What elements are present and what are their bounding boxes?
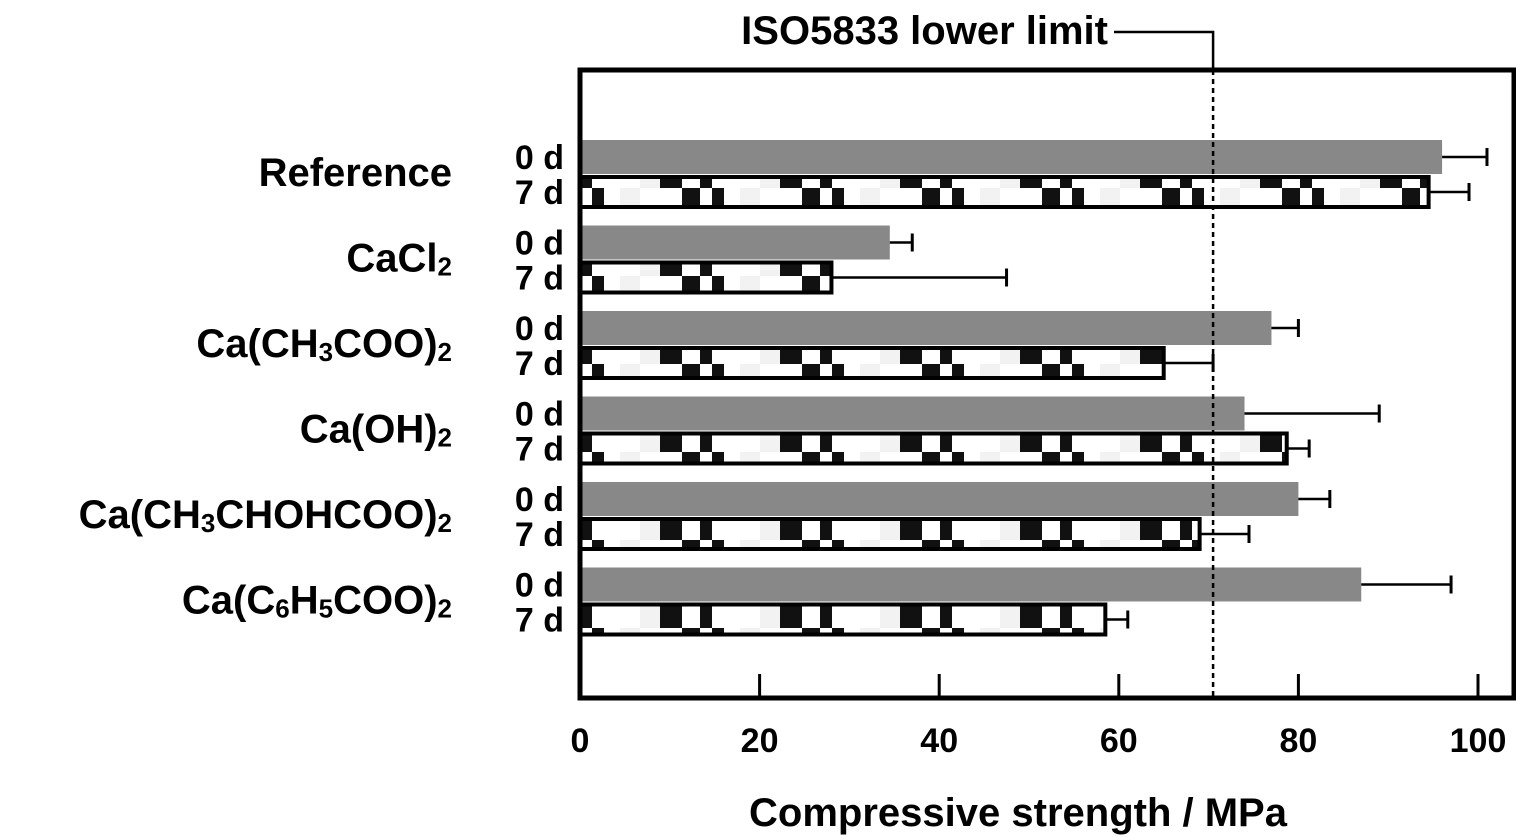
category-label-acetate: Ca(CH3COO)2 bbox=[196, 322, 452, 367]
series-label-ref-0d: 0 d bbox=[515, 139, 564, 177]
bar-ref-0d bbox=[580, 140, 1443, 174]
reference-leader-line bbox=[1114, 30, 1215, 70]
x-axis: 0 20 40 60 80 100 bbox=[571, 674, 1507, 760]
x-tick-label-20: 20 bbox=[741, 722, 779, 760]
series-label-cacl2-7d: 7 d bbox=[515, 260, 564, 298]
plot-frame bbox=[577, 67, 1516, 701]
series-label-ref-7d: 7 d bbox=[515, 174, 564, 212]
bar-acetate-7d bbox=[578, 346, 1166, 380]
category-label-cacl2: CaCl2 bbox=[346, 237, 452, 282]
bar-acetate-0d bbox=[580, 311, 1272, 345]
series-label-benzoate-7d: 7 d bbox=[515, 602, 564, 640]
reference-line-label: ISO5833 lower limit bbox=[741, 9, 1108, 53]
bar-cacl2-7d bbox=[578, 260, 834, 295]
x-tick-label-0: 0 bbox=[571, 722, 590, 760]
bar-hydroxide-0d bbox=[580, 396, 1245, 431]
reference-annotation: ISO5833 lower limit bbox=[741, 9, 1215, 698]
plot-area bbox=[578, 140, 1489, 637]
x-axis-title: Compressive strength / MPa bbox=[749, 791, 1288, 835]
category-label-hydroxide: Ca(OH)2 bbox=[300, 408, 452, 453]
bar-benzoate-7d bbox=[578, 602, 1108, 637]
bar-hydroxide-7d bbox=[578, 431, 1289, 466]
x-tick-label-100: 100 bbox=[1450, 722, 1507, 760]
series-label-hydroxide-7d: 7 d bbox=[515, 431, 564, 469]
x-tick-label-40: 40 bbox=[920, 722, 958, 760]
series-label-hydroxide-0d: 0 d bbox=[515, 396, 564, 434]
category-label-ref: Reference bbox=[259, 151, 452, 195]
category-label-lactate: Ca(CH3CHOHCOO)2 bbox=[79, 493, 452, 538]
bar-lactate-7d bbox=[578, 517, 1202, 551]
series-label-lactate-7d: 7 d bbox=[515, 516, 564, 554]
bar-cacl2-0d bbox=[580, 225, 890, 260]
series-label-cacl2-0d: 0 d bbox=[515, 225, 564, 263]
series-label-acetate-7d: 7 d bbox=[515, 345, 564, 383]
bar-ref-7d bbox=[578, 175, 1431, 209]
series-label-lactate-0d: 0 d bbox=[515, 481, 564, 519]
series-label-acetate-0d: 0 d bbox=[515, 310, 564, 348]
bar-benzoate-0d bbox=[580, 567, 1362, 602]
x-tick-label-80: 80 bbox=[1279, 722, 1317, 760]
bar-lactate-0d bbox=[580, 482, 1299, 516]
category-label-benzoate: Ca(C6H5COO)2 bbox=[182, 579, 452, 624]
series-label-benzoate-0d: 0 d bbox=[515, 567, 564, 605]
x-tick-label-60: 60 bbox=[1100, 722, 1138, 760]
